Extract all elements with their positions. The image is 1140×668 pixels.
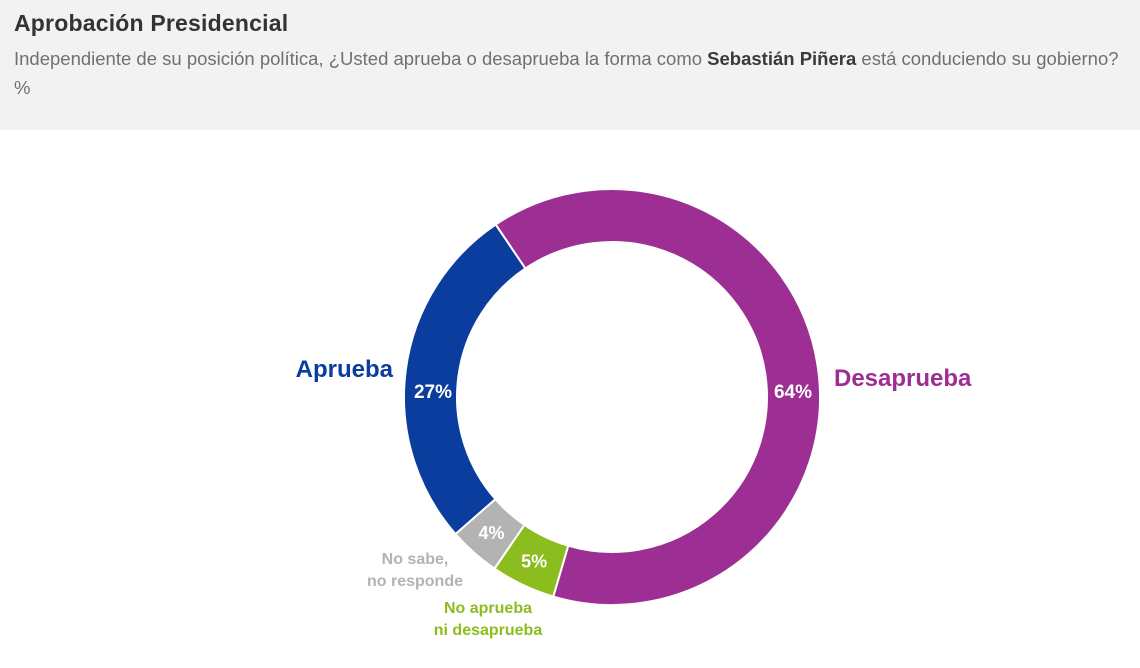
category-label-desaprueba: Desaprueba	[834, 365, 972, 392]
category-label-no-sabe-no-responde: No sabe, no responde	[367, 551, 463, 590]
subtitle-text-end: está conduciendo su gobierno? %	[14, 48, 1119, 98]
value-label-aprueba: 27%	[414, 382, 452, 403]
slice-aprueba	[403, 223, 527, 536]
value-label-desaprueba: 64%	[774, 382, 812, 403]
donut-chart: 64% 5% 4% 27% Desaprueba No aprueba ni desapr…	[296, 188, 972, 639]
chart-subtitle: Independiente de su posición política, ¿…	[14, 44, 1124, 102]
subtitle-text-start: Independiente de su posición política, ¿…	[14, 48, 708, 69]
subtitle-highlight-name: Sebastián Piñera	[707, 48, 857, 69]
chart-title: Aprobación Presidencial	[14, 10, 289, 36]
donut-value-labels: 64% 5% 4% 27%	[414, 382, 812, 572]
donut-slices	[403, 188, 821, 606]
donut-category-labels: Desaprueba No aprueba ni desaprueba No sabe…	[296, 356, 972, 639]
category-label-aprueba: Aprueba	[296, 356, 394, 383]
category-label-no-aprueba-ni-desaprueba: No aprueba ni desaprueba	[434, 600, 543, 639]
value-label-no-aprueba-ni-desaprueba: 5%	[521, 551, 547, 571]
slice-desaprueba	[494, 188, 821, 606]
chart-header: Aprobación Presidencial Independiente de…	[0, 0, 1140, 130]
value-label-no-sabe-no-responde: 4%	[478, 523, 504, 543]
